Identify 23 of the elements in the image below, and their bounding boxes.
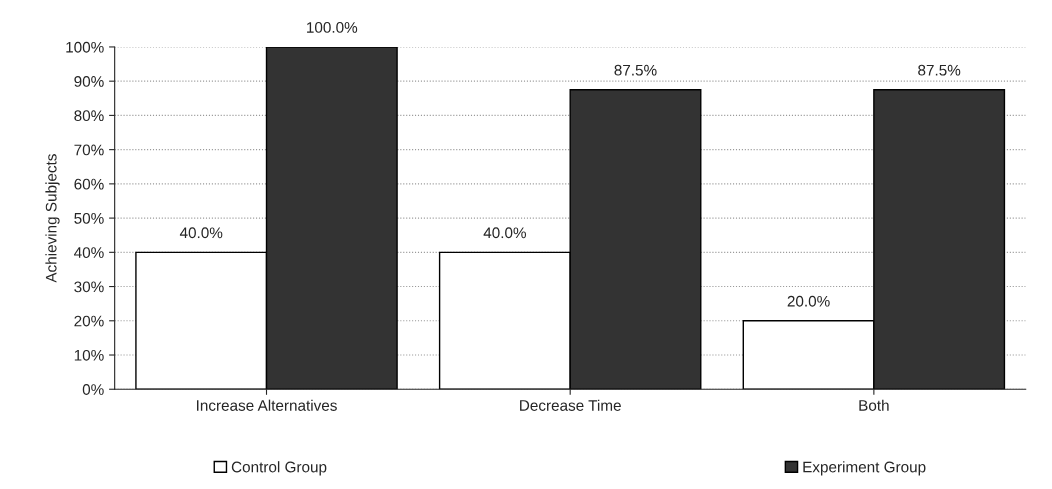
data-label: 40.0% bbox=[179, 227, 223, 239]
data-label: 40.0% bbox=[483, 227, 527, 239]
y-tick-label: 70% bbox=[74, 144, 104, 156]
legend-label: Control Group bbox=[231, 461, 327, 476]
y-tick-label: 10% bbox=[74, 349, 104, 361]
y-tick-label: 0% bbox=[82, 384, 104, 395]
y-tick-label: 60% bbox=[74, 178, 104, 190]
x-tick-label: Both bbox=[859, 399, 889, 411]
data-label: 100.0% bbox=[307, 21, 358, 33]
y-tick-label: 80% bbox=[74, 110, 104, 122]
y-tick-label: 20% bbox=[74, 315, 104, 327]
y-axis-title: Achieving Subjects bbox=[45, 154, 60, 283]
y-tick-label: 30% bbox=[74, 281, 104, 293]
data-label: 87.5% bbox=[918, 64, 961, 76]
legend-label: Experiment Group bbox=[803, 461, 926, 476]
x-tick-label: Decrease Time bbox=[520, 399, 621, 411]
data-label: 20.0% bbox=[787, 295, 830, 307]
y-tick-label: 40% bbox=[74, 247, 104, 259]
y-tick-label: 50% bbox=[74, 212, 104, 224]
y-tick-label: 90% bbox=[74, 76, 104, 87]
data-label: 87.5% bbox=[614, 64, 657, 76]
x-tick-label: Increase Alternatives bbox=[197, 399, 337, 411]
y-tick-label: 100% bbox=[66, 41, 104, 53]
